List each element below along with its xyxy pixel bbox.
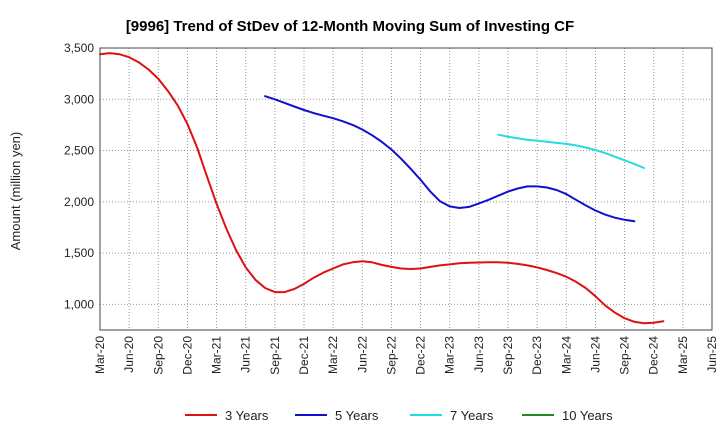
y-tick-label: 2,500 <box>64 144 94 158</box>
y-tick-label: 3,000 <box>64 92 94 106</box>
x-tick-label: Sep-23 <box>501 336 515 375</box>
series-line-3-years <box>99 52 665 325</box>
y-tick-label: 3,500 <box>64 41 94 55</box>
legend-label: 3 Years <box>225 408 269 423</box>
x-tick-label: Dec-20 <box>180 336 194 375</box>
legend-label: 7 Years <box>450 408 494 423</box>
y-tick-label: 1,000 <box>64 297 94 311</box>
x-tick-label: Dec-21 <box>297 336 311 375</box>
x-tick-label: Sep-21 <box>268 336 282 375</box>
x-tick-label: Sep-22 <box>384 336 398 375</box>
y-tick-label: 1,500 <box>64 246 94 260</box>
x-tick-label: Sep-20 <box>151 336 165 375</box>
x-tick-labels: Mar-20 Jun-20 Sep-20 Dec-20 Mar-21 Jun-21 Sep-… <box>93 336 719 375</box>
x-tick-label: Jun-20 <box>122 336 136 373</box>
legend: 3 Years 5 Years 7 Years 10 Years <box>185 408 613 423</box>
x-tick-label: Mar-25 <box>676 336 690 374</box>
series-line-7-years <box>497 133 645 169</box>
x-tick-label: Jun-23 <box>472 336 486 373</box>
series-layer <box>99 52 665 325</box>
x-tick-label: Jun-24 <box>588 336 602 373</box>
x-tick-label: Jun-21 <box>239 336 253 373</box>
legend-label: 5 Years <box>335 408 379 423</box>
x-tick-label: Dec-23 <box>530 336 544 375</box>
x-tick-label: Sep-24 <box>618 336 632 375</box>
x-tick-label: Mar-21 <box>210 336 224 374</box>
legend-label: 10 Years <box>562 408 613 423</box>
y-tick-labels: 1,000 1,500 2,000 2,500 3,000 3,500 <box>64 41 94 311</box>
plot-frame <box>99 47 713 331</box>
y-tick-label: 2,000 <box>64 195 94 209</box>
x-tick-label: Mar-24 <box>559 336 573 374</box>
chart-title: [9996] Trend of StDev of 12-Month Moving… <box>126 18 574 35</box>
x-tick-label: Mar-20 <box>93 336 107 374</box>
y-axis-label: Amount (million yen) <box>8 132 23 251</box>
x-tick-label: Dec-24 <box>647 336 661 375</box>
grid-layer <box>99 47 713 330</box>
x-tick-label: Jun-25 <box>705 336 719 373</box>
x-tick-label: Mar-22 <box>326 336 340 374</box>
series-line-5-years <box>264 95 636 223</box>
x-tick-label: Mar-23 <box>443 336 457 374</box>
x-tick-label: Dec-22 <box>414 336 428 375</box>
x-tick-label: Jun-22 <box>355 336 369 373</box>
